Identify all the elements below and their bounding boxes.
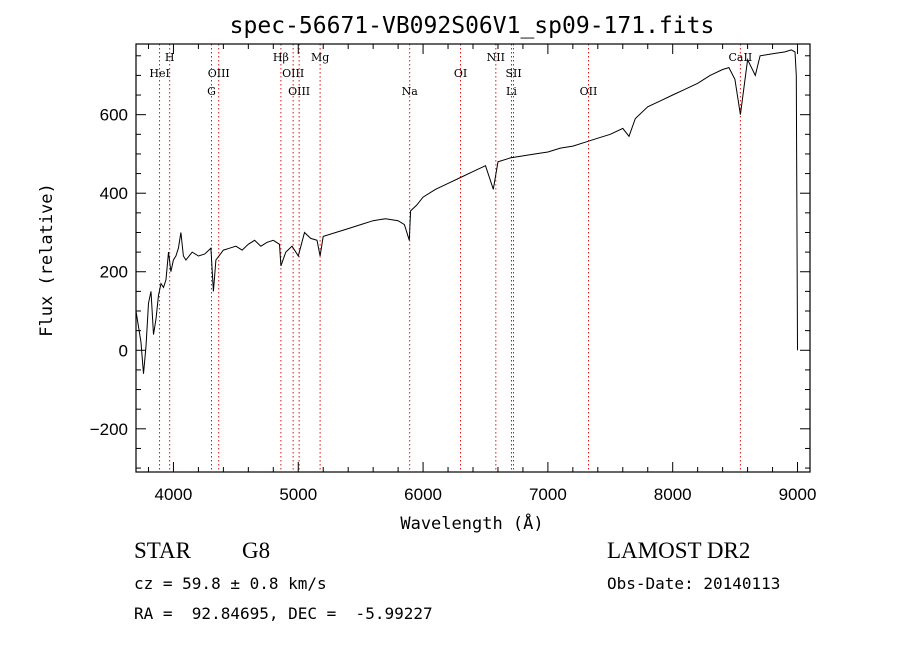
axis-ticks: 4000 5000 6000 7000 8000 9000 −200 0 200 400 600 [90,44,817,504]
plot-frame [135,43,811,473]
spectral-line-label: OIII [282,67,304,80]
spectral-line-label: HeI [149,67,169,80]
spectral-line-label: G [207,85,216,98]
x-axis-title: Wavelength (Å) [400,512,543,534]
x-tick-label: 9000 [779,485,817,504]
x-tick-label: 5000 [279,485,317,504]
x-tick-label: 8000 [654,485,692,504]
spectral-line-label: Li [506,85,517,98]
y-tick-label: −200 [90,420,128,439]
redshift-text: cz = 59.8 ± 0.8 km/s [134,574,327,593]
x-tick-label: 4000 [155,485,193,504]
spectral-line-label: OIII [208,67,230,80]
spectral-line-label: OII [580,85,598,98]
y-tick-label: 200 [100,263,128,282]
survey-name: LAMOST DR2 [607,538,751,563]
spectral-line-label: NII [487,51,505,64]
obs-date: Obs-Date: 20140113 [607,574,781,593]
spectrum-line [135,49,798,374]
y-tick-label: 400 [100,184,128,203]
spectral-line-label: CaII [729,51,753,64]
chart-title: spec-56671-VB092S06V1_sp09-171.fits [230,13,715,39]
spectral-line-label: SII [505,67,521,80]
coordinates: RA = 92.84695, DEC = -5.99227 [134,604,433,623]
y-tick-label: 0 [119,341,128,360]
y-tick-label: 600 [100,106,128,125]
object-class: STAR [134,538,191,563]
spectrum-series [135,49,798,374]
x-tick-label: 7000 [529,485,567,504]
object-subclass: G8 [242,538,271,563]
spectral-line-label: OI [454,67,467,80]
spectral-line-label: Mg [311,51,329,64]
spectral-line-label: Hβ [273,51,289,64]
y-axis-title: Flux (relative) [37,183,57,337]
spectral-line-markers: HeI H OIII G Hβ OIII OIII Mg Na OI NII Li OII SII CaII [149,44,752,472]
spectral-line-label: H [165,51,175,64]
x-tick-label: 6000 [404,485,442,504]
spectral-line-label: Na [402,85,419,98]
spectral-line-label: OIII [288,85,310,98]
